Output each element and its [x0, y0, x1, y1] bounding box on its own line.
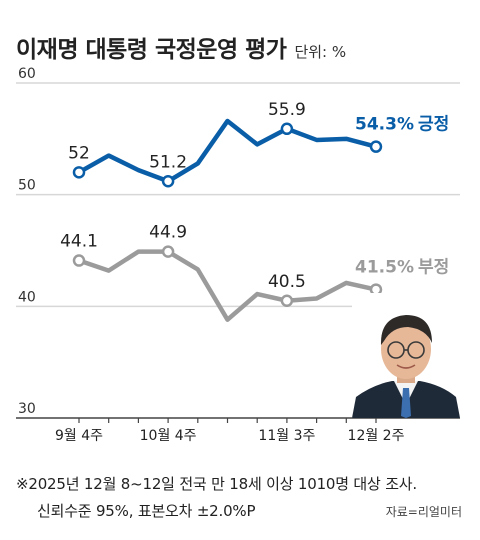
- series-name-positive: 긍정: [418, 115, 449, 135]
- chart-title: 이재명 대통령 국정운영 평가: [16, 37, 287, 63]
- series-line-negative: [76, 249, 379, 322]
- footnote-line-1: ※2025년 12월 8~12일 전국 만 18세 이상 1010명 대상 조사…: [16, 475, 417, 493]
- series-name-negative: 부정: [418, 258, 449, 278]
- series-line-positive: [76, 118, 379, 184]
- data-point-positive: [161, 175, 175, 188]
- end-label-negative: 41.5%: [355, 258, 414, 278]
- unit-label: 단위: %: [294, 43, 347, 61]
- x-tick-label: 9월 4주: [55, 428, 103, 444]
- data-label-negative: 44.1: [60, 232, 98, 252]
- y-tick-label-30: 30: [18, 401, 36, 417]
- data-point-negative: [161, 245, 175, 258]
- data-point-negative: [72, 254, 86, 267]
- data-point-positive: [280, 122, 294, 136]
- y-tick-label-60: 60: [18, 66, 36, 82]
- data-label-positive: 52: [68, 143, 90, 163]
- title-row: 이재명 대통령 국정운영 평가 단위: %: [16, 30, 346, 64]
- y-tick-label-50: 50: [18, 178, 36, 194]
- data-label-negative: 44.9: [149, 223, 187, 243]
- data-point-positive: [369, 140, 383, 153]
- data-label-negative: 40.5: [268, 272, 306, 292]
- x-tick-label: 10월 4주: [140, 428, 197, 444]
- end-label-positive: 54.3%: [355, 115, 414, 135]
- y-tick-label-40: 40: [18, 289, 36, 305]
- data-label-positive: 55.9: [268, 100, 306, 120]
- x-tick-label: 11월 3주: [258, 428, 315, 444]
- source-label: 자료=리얼미터: [385, 505, 462, 519]
- line-chart: 60 50 40 30 9월 4주 10월 4주 11월 3주 12월 2주 52 51.2 55.…: [16, 66, 460, 444]
- data-point-positive: [72, 166, 86, 179]
- data-label-positive: 51.2: [149, 152, 187, 172]
- data-point-negative: [280, 294, 294, 307]
- footnote-line-2: 신뢰수준 95%, 표본오차 ±2.0%P: [37, 502, 256, 520]
- portrait-photo: [352, 293, 460, 418]
- x-tick-label: 12월 2주: [348, 428, 405, 444]
